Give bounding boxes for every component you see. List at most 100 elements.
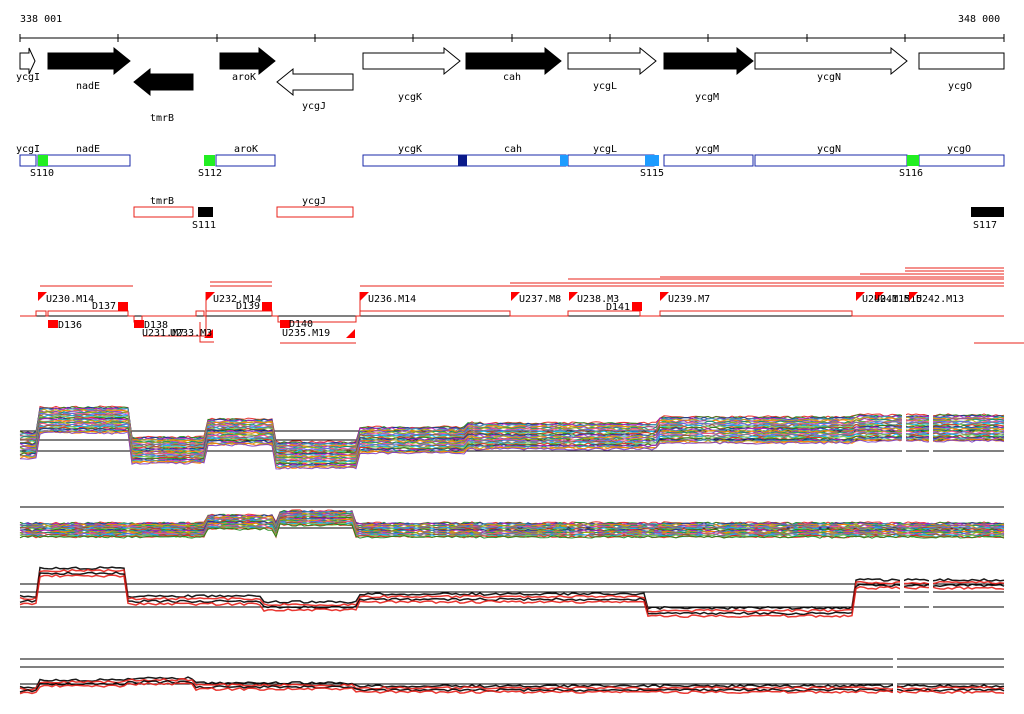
- profile-line: [19, 682, 1005, 695]
- profile-line: [19, 680, 1005, 693]
- gene-label-ycgK: ycgK: [398, 92, 422, 103]
- profile-line: [19, 509, 1005, 525]
- segment-label-up: U238.M3: [577, 294, 619, 305]
- site-mark-black: [971, 207, 1004, 217]
- operon-box-aroK[interactable]: [215, 154, 276, 167]
- profile-lines: [19, 509, 1005, 539]
- segment-step-lines: [20, 292, 1004, 343]
- segment-flag: [511, 292, 520, 301]
- operon-box-tmrB[interactable]: [133, 206, 194, 218]
- segment-label-down: U233.M3: [170, 328, 212, 339]
- gene-arrow-ycgK[interactable]: [362, 46, 461, 76]
- segment-flag: [204, 329, 213, 338]
- profile-lines: [19, 566, 1005, 618]
- operon-label-ycgI: ycgI: [16, 144, 40, 155]
- site-label-S115: S115: [640, 168, 664, 179]
- site-label-S116: S116: [899, 168, 923, 179]
- site-mark-light-blue: [645, 155, 659, 166]
- down-marker-label: D138: [144, 320, 168, 331]
- gene-label-ycgJ: ycgJ: [302, 101, 326, 112]
- coordinate-ruler: 338 001 348 000: [19, 14, 1005, 42]
- segment-label-up: U237.M8: [519, 294, 561, 305]
- operon-box-ycgM[interactable]: [663, 154, 754, 167]
- gene-arrow-nadE[interactable]: [47, 46, 131, 76]
- operon-label-ycgL: ycgL: [593, 144, 617, 155]
- expression-panel-1: [19, 395, 1005, 470]
- segment-track: U230.M14 U232.M14 U236.M14 U237.M8 U238.…: [20, 267, 1024, 344]
- gene-arrow-ycgL[interactable]: [567, 46, 657, 76]
- segment-outline: [20, 292, 1004, 323]
- operon-label-ycgK: ycgK: [398, 144, 422, 155]
- segment-flag: [856, 292, 865, 301]
- data-gap: [893, 655, 897, 700]
- data-gap: [929, 395, 933, 455]
- site-mark-dark-blue: [458, 155, 467, 166]
- profile-lines: [19, 676, 1005, 695]
- segment-flag: [38, 292, 47, 301]
- operon-box-ycgJ[interactable]: [276, 206, 354, 218]
- gene-arrow-ycgJ[interactable]: [276, 67, 354, 97]
- operon-box-ycgN[interactable]: [754, 154, 908, 167]
- operon-box-ycgI[interactable]: [19, 154, 37, 167]
- segment-label-up: U239.M7: [668, 294, 710, 305]
- gene-arrow-ycgI[interactable]: [19, 47, 36, 75]
- gene-label-nadE: nadE: [76, 81, 100, 92]
- data-gap: [900, 570, 904, 615]
- operon-label-ycgN: ycgN: [817, 144, 841, 155]
- down-marker-label: D137: [92, 301, 116, 312]
- gene-arrow-ycgO[interactable]: [918, 52, 1005, 70]
- segment-flag: [569, 292, 578, 301]
- expression-panel-2: [19, 506, 1005, 539]
- segment-label-down: U231.M7: [142, 328, 184, 339]
- gene-label-ycgL: ycgL: [593, 81, 617, 92]
- operon-label-tmrB: tmrB: [150, 196, 174, 207]
- site-label-S111: S111: [192, 220, 216, 231]
- profile-line: [19, 424, 1005, 463]
- operon-label-ycgJ: ycgJ: [302, 196, 326, 207]
- profile-line: [19, 677, 1005, 691]
- down-marker: [262, 302, 272, 311]
- down-marker: [118, 302, 128, 311]
- operon-box-cah[interactable]: [462, 154, 567, 167]
- ruler-end-label: 348 000: [958, 14, 1000, 25]
- gene-label-tmrB: tmrB: [150, 113, 174, 124]
- data-gap: [902, 395, 906, 455]
- gene-arrow-ycgM[interactable]: [663, 46, 754, 76]
- segment-label-up: U230.M14: [46, 294, 94, 305]
- down-marker-label: D141: [606, 302, 630, 313]
- segment-flag: [206, 292, 215, 301]
- segment-flag: [360, 292, 369, 301]
- gene-label-cah: cah: [503, 72, 521, 83]
- gene-arrow-aroK[interactable]: [219, 46, 276, 76]
- gene-label-ycgM: ycgM: [695, 92, 719, 103]
- profile-lines: [19, 405, 1005, 470]
- segment-label-up: U241.M15: [874, 294, 922, 305]
- operon-label-aroK: aroK: [234, 144, 258, 155]
- profile-line: [19, 568, 1005, 613]
- site-mark-light-blue: [560, 155, 568, 166]
- operon-box-nadE[interactable]: [37, 154, 131, 167]
- segment-outline: [199, 316, 214, 343]
- operon-label-nadE: nadE: [76, 144, 100, 155]
- down-marker-label: D139: [236, 301, 260, 312]
- gene-arrow-ycgN[interactable]: [754, 46, 908, 76]
- site-mark-green: [204, 155, 215, 166]
- data-gap: [929, 570, 933, 615]
- down-marker: [134, 320, 144, 328]
- operon-track: ycgI nadE aroK ycgK cah ycgL ycgM ycgN y…: [16, 144, 1005, 231]
- expression-panel-4: [19, 655, 1005, 700]
- gene-arrow-tmrB[interactable]: [133, 67, 194, 97]
- site-label-S110: S110: [30, 168, 54, 179]
- operon-box-ycgL[interactable]: [567, 154, 655, 167]
- segment-flag: [909, 292, 918, 301]
- profile-line: [19, 523, 1005, 539]
- segment-flag: [346, 329, 355, 338]
- gene-label-ycgI: ycgI: [16, 72, 40, 83]
- segment-label-down: U235.M19: [282, 328, 330, 339]
- segment-extents: [40, 267, 1024, 344]
- gene-arrow-cah[interactable]: [465, 46, 562, 76]
- profile-line: [19, 571, 1005, 616]
- operon-box-ycgO[interactable]: [918, 154, 1005, 167]
- down-marker: [48, 320, 58, 328]
- operon-box-ycgK[interactable]: [362, 154, 464, 167]
